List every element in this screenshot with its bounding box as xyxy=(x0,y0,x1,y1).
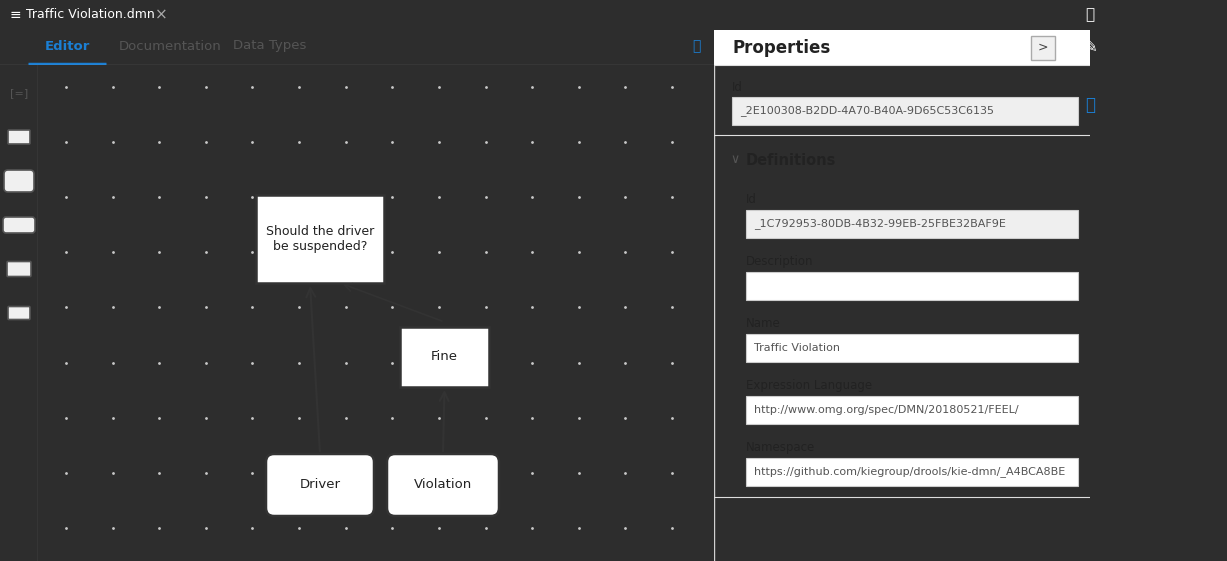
Bar xyxy=(714,0,1090,30)
Text: Traffic Violation.dmn: Traffic Violation.dmn xyxy=(26,8,155,21)
Bar xyxy=(256,195,384,283)
Text: ∨: ∨ xyxy=(730,153,739,166)
Text: Fine: Fine xyxy=(431,351,458,364)
Text: ×: × xyxy=(155,7,168,22)
Text: Should the driver
be suspended?: Should the driver be suspended? xyxy=(266,225,374,253)
Bar xyxy=(746,334,1079,362)
Text: Namespace: Namespace xyxy=(746,441,815,454)
FancyBboxPatch shape xyxy=(9,306,29,320)
Text: Editor: Editor xyxy=(44,39,90,53)
FancyBboxPatch shape xyxy=(9,130,29,144)
FancyBboxPatch shape xyxy=(387,454,499,516)
Text: https://github.com/kiegroup/drools/kie-dmn/_A4BCA8BE: https://github.com/kiegroup/drools/kie-d… xyxy=(755,467,1065,477)
Bar xyxy=(746,458,1079,486)
Text: Violation: Violation xyxy=(413,479,472,491)
Text: 🗺: 🗺 xyxy=(1086,7,1094,22)
Text: Expression Language: Expression Language xyxy=(746,379,872,392)
Bar xyxy=(733,97,1079,125)
Text: _1C792953-80DB-4B32-99EB-25FBE32BAF9E: _1C792953-80DB-4B32-99EB-25FBE32BAF9E xyxy=(755,219,1006,229)
FancyBboxPatch shape xyxy=(1031,35,1055,59)
Text: Id: Id xyxy=(746,193,757,206)
Text: Driver: Driver xyxy=(299,479,341,491)
Text: Definitions: Definitions xyxy=(746,153,837,168)
Text: ✎: ✎ xyxy=(1083,39,1097,57)
Text: Data Types: Data Types xyxy=(233,39,307,53)
Text: ⊟: ⊟ xyxy=(1042,8,1054,22)
Text: http://www.omg.org/spec/DMN/20180521/FEEL/: http://www.omg.org/spec/DMN/20180521/FEE… xyxy=(755,405,1018,415)
Bar xyxy=(400,327,490,387)
Text: 🔍: 🔍 xyxy=(692,39,701,53)
Text: Description: Description xyxy=(746,255,814,268)
Text: 👁: 👁 xyxy=(1085,96,1094,114)
Text: >: > xyxy=(1038,41,1048,54)
Text: ≡: ≡ xyxy=(10,8,22,22)
Bar xyxy=(746,272,1079,300)
Bar xyxy=(714,30,1090,65)
Text: ···: ··· xyxy=(1074,8,1087,22)
Text: Properties: Properties xyxy=(733,39,831,57)
Text: [=]: [=] xyxy=(10,88,28,98)
Text: Documentation: Documentation xyxy=(119,39,221,53)
Text: Traffic Violation: Traffic Violation xyxy=(755,343,840,353)
Bar xyxy=(746,210,1079,238)
FancyBboxPatch shape xyxy=(2,217,36,233)
FancyBboxPatch shape xyxy=(266,454,374,516)
FancyBboxPatch shape xyxy=(7,261,31,277)
Text: _2E100308-B2DD-4A70-B40A-9D65C53C6135: _2E100308-B2DD-4A70-B40A-9D65C53C6135 xyxy=(740,105,994,117)
Text: Id: Id xyxy=(733,81,742,94)
Text: Name: Name xyxy=(746,317,780,330)
Bar xyxy=(746,396,1079,424)
FancyBboxPatch shape xyxy=(4,170,34,192)
